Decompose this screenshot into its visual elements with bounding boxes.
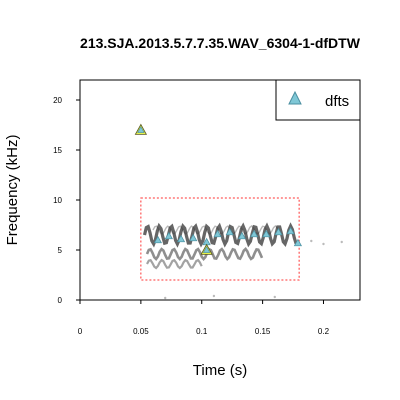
data-point <box>237 231 247 240</box>
data-point <box>249 229 259 238</box>
spectrogram-noise <box>164 296 167 300</box>
y-axis-label: Frequency (kHz) <box>4 135 21 246</box>
y-tick-label: 0 <box>58 296 63 305</box>
x-axis-label: Time (s) <box>193 362 247 379</box>
x-tick-label: 0 <box>78 327 83 336</box>
x-tick-label: 0.05 <box>133 327 149 336</box>
legend-box <box>275 79 361 121</box>
legend-triangle-icon <box>288 90 302 105</box>
y-tick-label: 20 <box>53 96 62 105</box>
data-point <box>274 227 283 236</box>
data-point <box>286 226 295 235</box>
spectrogram-noise <box>322 242 325 246</box>
highlight-point-core <box>137 126 145 133</box>
data-point <box>176 234 186 243</box>
spectrogram-noise <box>340 240 343 244</box>
spectrogram-band <box>142 222 298 248</box>
data-point <box>164 231 173 240</box>
data-point <box>262 229 271 238</box>
data-point <box>293 238 303 247</box>
x-tick-label: 0.2 <box>318 327 330 336</box>
y-tick-label: 10 <box>53 196 62 205</box>
spectrogram-noise <box>310 239 313 243</box>
data-point <box>189 233 198 242</box>
spectrogram-noise <box>212 294 216 298</box>
x-tick-label: 0.1 <box>196 327 208 336</box>
chart-title: 213.SJA.2013.5.7.7.35.WAV_6304-1-dfDTW <box>80 35 361 51</box>
x-tick-label: 0.15 <box>255 327 271 336</box>
x-axis-ticks: 0 0.05 0.1 0.15 0.2 <box>78 300 330 336</box>
legend: dfts <box>275 79 361 121</box>
spectrogram-noise <box>273 295 276 299</box>
dfts-series <box>153 226 303 247</box>
legend-label: dfts <box>325 93 349 110</box>
spectrogram-band <box>145 247 264 262</box>
spectrogram-band <box>152 225 282 235</box>
y-axis-ticks: 0 5 10 15 20 <box>53 96 80 305</box>
data-point <box>225 227 234 236</box>
y-tick-label: 15 <box>53 146 62 155</box>
spectrogram-band <box>146 258 203 270</box>
data-point <box>213 229 222 238</box>
spectrogram-traces <box>142 222 343 300</box>
y-tick-label: 5 <box>58 246 63 255</box>
data-point <box>153 235 163 244</box>
highlight-points <box>134 123 213 255</box>
plot-frame <box>79 79 361 301</box>
highlight-point-core <box>202 246 211 253</box>
